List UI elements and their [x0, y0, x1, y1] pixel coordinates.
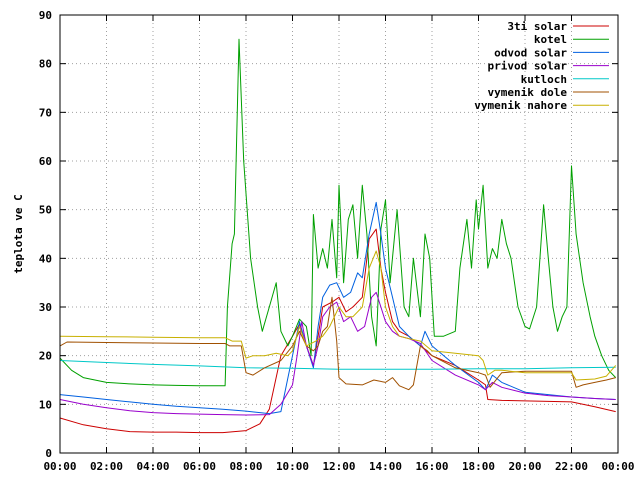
x-tick-label: 18:00 — [462, 460, 495, 473]
y-tick-label: 0 — [45, 447, 52, 460]
grid — [60, 15, 618, 453]
series-lines — [59, 38, 617, 434]
y-tick-label: 50 — [39, 204, 52, 217]
x-tick-label: 00:00 — [43, 460, 76, 473]
x-tick-label: 14:00 — [369, 460, 402, 473]
series-line-vymenik-nahore — [59, 250, 617, 381]
y-tick-label: 70 — [39, 106, 52, 119]
y-axis-title: teplota ve C — [12, 194, 25, 273]
x-tick-label: 04:00 — [136, 460, 169, 473]
x-tick-label: 02:00 — [90, 460, 123, 473]
y-tick-label: 80 — [39, 58, 52, 71]
x-tick-label: 00:00 — [601, 460, 634, 473]
y-tick-label: 40 — [39, 252, 52, 265]
series-line-3ti-solar — [59, 228, 616, 434]
series-line-kutloch — [59, 360, 616, 370]
legend-label-vymenik-nahore: vymenik nahore — [474, 99, 567, 112]
y-tick-label: 60 — [39, 155, 52, 168]
legend-label-3ti-solar: 3ti solar — [507, 20, 567, 33]
legend-label-kotel: kotel — [534, 33, 567, 46]
legend-label-odvod-solar: odvod solar — [494, 46, 567, 59]
y-tick-label: 90 — [39, 9, 52, 22]
x-tick-label: 06:00 — [183, 460, 216, 473]
series-line-vymenik-dole — [59, 296, 616, 391]
x-tick-label: 20:00 — [508, 460, 541, 473]
legend-label-vymenik-dole: vymenik dole — [488, 86, 568, 99]
x-tick-label: 10:00 — [276, 460, 309, 473]
x-tick-label: 16:00 — [415, 460, 448, 473]
y-tick-label: 10 — [39, 398, 52, 411]
legend-label-privod-solar: privod solar — [488, 60, 568, 73]
axis-ticks: 0 10 20 30 40 50 60 70 80 90 00:00 02:00 04:00 06:00 0… — [39, 9, 635, 473]
x-tick-label: 08:00 — [229, 460, 262, 473]
x-tick-label: 12:00 — [322, 460, 355, 473]
y-tick-label: 20 — [39, 350, 52, 363]
x-tick-label: 22:00 — [555, 460, 588, 473]
y-tick-label: 30 — [39, 301, 52, 314]
legend-label-kutloch: kutloch — [521, 73, 567, 86]
series-line-kotel — [59, 38, 617, 387]
